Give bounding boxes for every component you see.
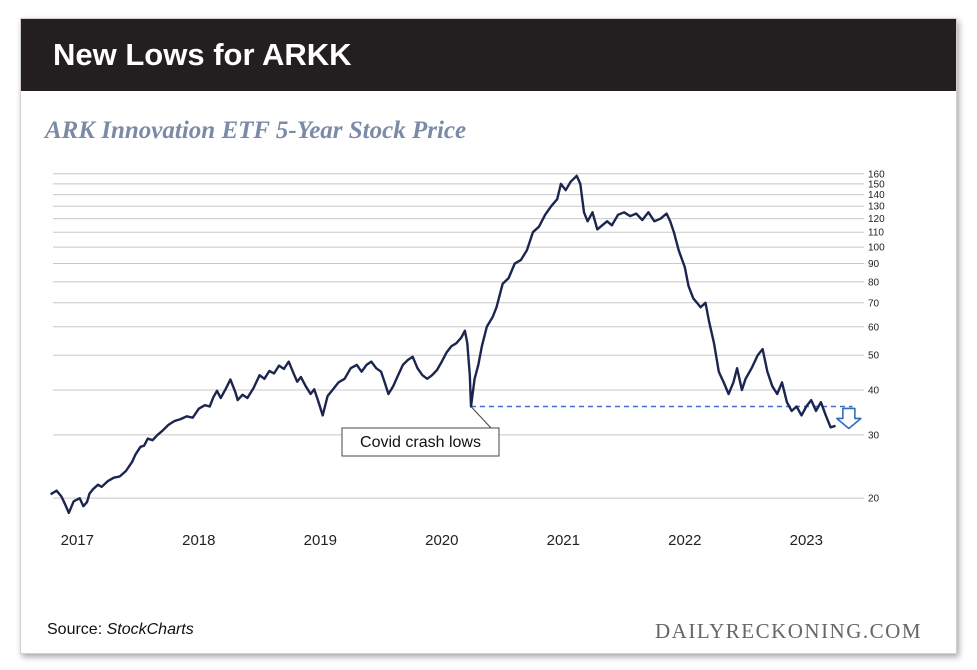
down-arrow-icon <box>836 407 862 430</box>
y-tick-label: 160 <box>868 169 885 180</box>
y-tick-label: 150 <box>868 179 885 190</box>
source-name: StockCharts <box>106 621 194 638</box>
source-prefix: Source: <box>47 621 107 638</box>
y-tick-label: 50 <box>868 351 880 362</box>
callout-box <box>341 427 500 457</box>
y-tick-label: 120 <box>868 214 885 225</box>
page-title: New Lows for ARKK <box>53 37 352 72</box>
title-banner: New Lows for ARKK <box>21 19 956 91</box>
y-tick-label: 100 <box>868 243 885 254</box>
x-tick-label: 2017 <box>61 532 94 549</box>
x-tick-label: 2020 <box>425 532 458 549</box>
y-tick-label: 30 <box>868 430 880 441</box>
arkk-price-line <box>49 174 836 515</box>
y-tick-label: 110 <box>868 228 884 239</box>
y-tick-label: 90 <box>868 259 880 270</box>
callout-pointer <box>470 406 492 429</box>
x-tick-label: 2022 <box>668 532 701 549</box>
x-tick-label: 2018 <box>182 532 215 549</box>
y-tick-label: 140 <box>868 190 885 201</box>
brand-logo-text: DAILYRECKONING.COM <box>655 619 922 643</box>
x-axis-ticks: 2017 2018 2019 2020 2021 2022 2023 <box>61 532 823 549</box>
x-tick-label: 2023 <box>790 532 823 549</box>
x-tick-label: 2021 <box>547 532 580 549</box>
y-tick-label: 40 <box>868 386 880 397</box>
annotations: Covid crash lows <box>341 406 862 457</box>
y-tick-label: 70 <box>868 298 880 309</box>
grid-lines <box>53 173 864 499</box>
chart-title: ARK Innovation ETF 5-Year Stock Price <box>45 117 467 144</box>
covid-crash-lows-label: Covid crash lows <box>360 434 481 451</box>
source-credit: Source: StockCharts <box>47 621 194 639</box>
y-tick-label: 130 <box>868 202 885 213</box>
x-tick-label: 2019 <box>304 532 337 549</box>
chart-card: New Lows for ARKK ARK Innovation ETF 5-Y… <box>20 18 957 654</box>
y-tick-label: 20 <box>868 494 880 505</box>
y-tick-label: 60 <box>868 322 880 333</box>
y-tick-label: 80 <box>868 277 880 288</box>
